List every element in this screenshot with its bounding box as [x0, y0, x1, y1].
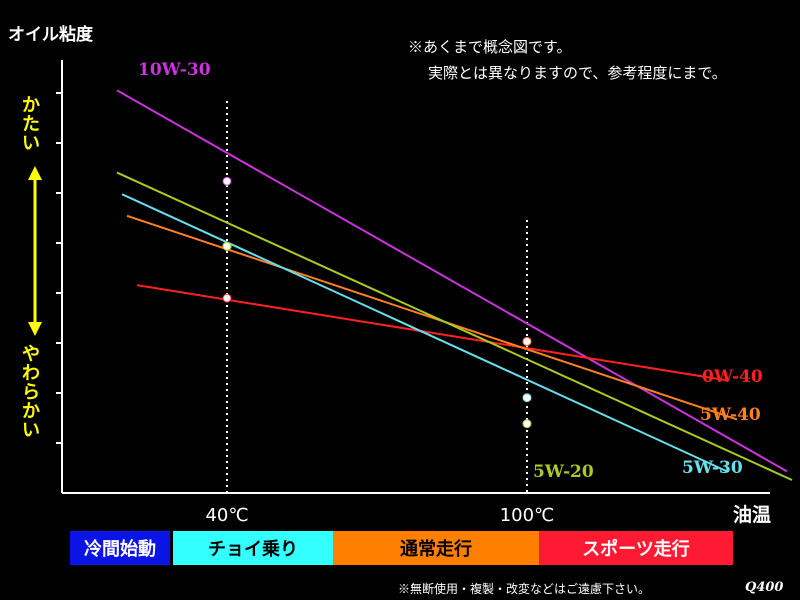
series-label: 5W-40 — [700, 405, 761, 425]
series-line-10W-30 — [116, 89, 788, 473]
x-axis-title: 油温 — [733, 504, 771, 526]
series-label: 5W-20 — [533, 462, 594, 482]
y-axis-title: オイル粘度 — [8, 25, 93, 45]
band-normal-drive: 通常走行 — [333, 531, 539, 565]
arrow-down-head — [28, 322, 42, 336]
series-line-5W-40 — [126, 214, 738, 421]
data-point-0W-40 — [222, 293, 232, 303]
data-point-5W-20 — [522, 419, 532, 429]
band-sport-drive: スポーツ走行 — [539, 531, 733, 565]
copyright-note: ※無断使用・複製・改変などはご遠慮下さい。 — [398, 582, 651, 596]
series-line-5W-20 — [116, 171, 793, 481]
figure-code: Q400 — [745, 580, 784, 595]
y-bottom-label: やわらかい — [22, 344, 40, 441]
note-line-2: 実際とは異なりますので、参考程度にまで。 — [428, 64, 727, 82]
data-point-10W-30 — [222, 176, 232, 186]
band-short-drive: チョイ乗り — [173, 531, 333, 565]
series-label: 5W-30 — [682, 458, 743, 478]
note-line-1: ※あくまで概念図です。 — [408, 38, 572, 56]
series-label: 10W-30 — [138, 60, 211, 80]
x-tick-label: 100℃ — [500, 505, 555, 526]
series-label: 0W-40 — [702, 367, 763, 387]
data-point-5W-20 — [222, 241, 232, 251]
data-point-5W-40 — [522, 336, 532, 346]
y-top-label: かたい — [22, 95, 40, 154]
data-point-5W-30 — [522, 393, 532, 403]
band-cold-start: 冷間始動 — [70, 531, 170, 565]
series-line-5W-30 — [121, 193, 728, 473]
arrow-up-head — [28, 166, 42, 180]
x-tick-label: 40℃ — [205, 505, 248, 526]
series-line-0W-40 — [136, 284, 728, 382]
